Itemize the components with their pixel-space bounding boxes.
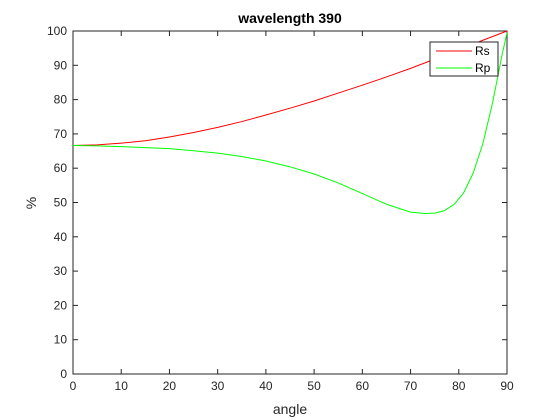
y-tick-label: 60	[54, 161, 68, 175]
x-tick-label: 0	[70, 379, 77, 393]
legend-label-rp: Rp	[475, 61, 491, 75]
y-axis: 0 10 20 30 40 50 60 70 80 90 100	[47, 24, 507, 381]
legend-label-rs: Rs	[475, 44, 490, 58]
y-tick-label: 40	[54, 230, 68, 244]
y-axis-label: %	[23, 197, 39, 209]
y-tick-label: 100	[47, 24, 67, 38]
chart-title: wavelength 390	[237, 10, 342, 26]
x-tick-label: 70	[404, 379, 418, 393]
plot-area	[72, 30, 508, 375]
series-line-rp	[72, 32, 508, 214]
x-tick-label: 10	[115, 379, 129, 393]
x-tick-label: 60	[356, 379, 370, 393]
x-axis-label: angle	[273, 401, 307, 417]
y-tick-label: 30	[54, 264, 68, 278]
x-tick-label: 30	[211, 379, 225, 393]
y-tick-label: 50	[54, 196, 68, 210]
legend-box	[429, 41, 499, 77]
y-tick-label: 70	[54, 127, 68, 141]
y-tick-label: 80	[54, 93, 68, 107]
y-tick-label: 20	[54, 298, 68, 312]
x-tick-label: 90	[500, 379, 514, 393]
x-tick-label: 40	[259, 379, 273, 393]
x-tick-label: 20	[163, 379, 177, 393]
x-tick-label: 80	[452, 379, 466, 393]
x-tick-label: 50	[307, 379, 321, 393]
y-tick-label: 90	[54, 58, 68, 72]
y-tick-label: 0	[60, 367, 67, 381]
x-axis: 0 10 20 30 40 50 60 70 80 90	[70, 31, 514, 393]
y-tick-label: 10	[54, 333, 68, 347]
legend: Rs Rp	[429, 41, 499, 77]
